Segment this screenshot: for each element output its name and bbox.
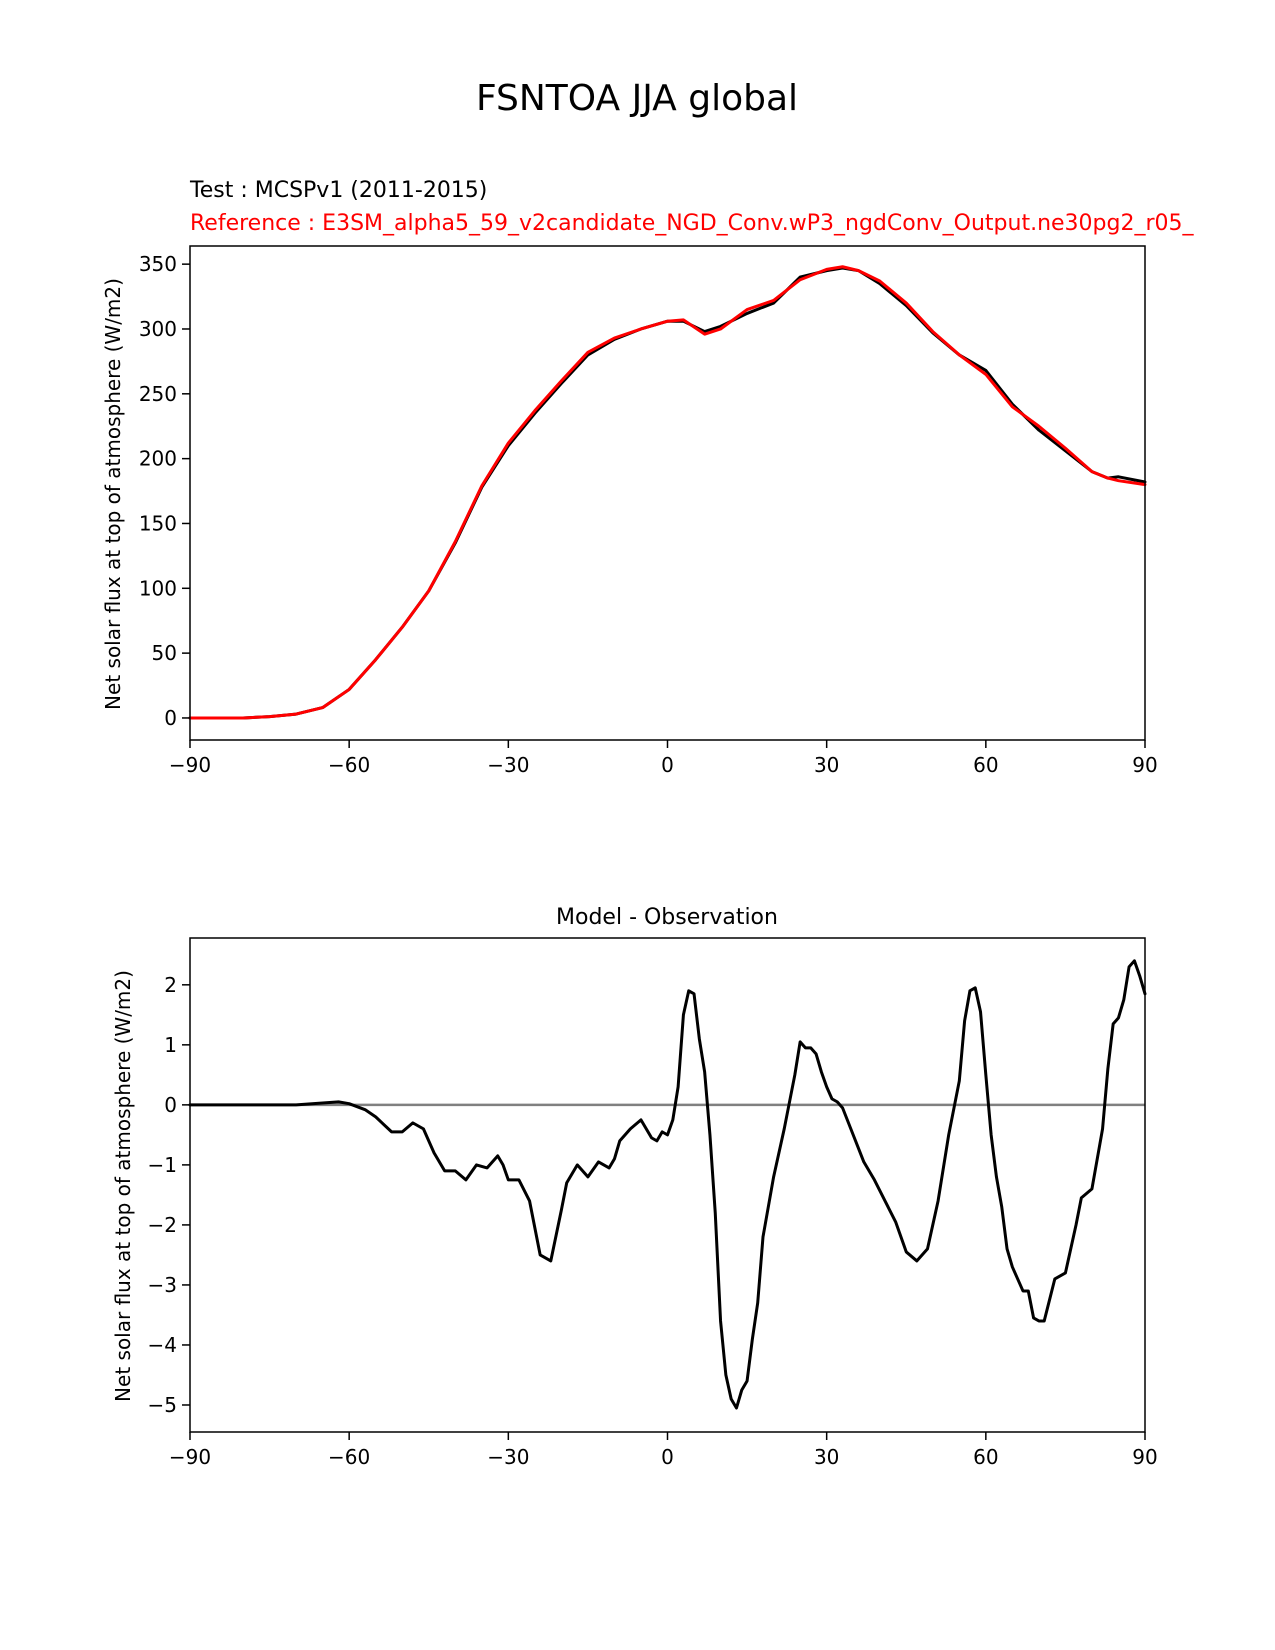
x-tick-label: 90 [1132,753,1157,777]
x-tick-label: −60 [328,1445,370,1469]
y-tick-label: −2 [148,1213,177,1237]
x-tick-label: 0 [661,753,674,777]
bottom-plot-area: −90 −60 −30 0 30 60 90 2 1 0 −1 −2 −3 −4 −5 [148,937,1158,1469]
y-tick-label: −3 [148,1273,177,1297]
series-line-model-observation [188,959,1147,1410]
bottom-y-axis-label: Net solar flux at top of atmosphere (W/m… [111,970,135,1402]
plot-frame [189,937,1146,1433]
x-tick-label: −30 [487,1445,529,1469]
y-tick-label: 350 [139,252,177,276]
y-tick-label: 0 [164,1093,177,1117]
x-tick-label: 60 [973,1445,998,1469]
x-tick-label: 0 [661,1445,674,1469]
x-tick-label: −60 [328,753,370,777]
y-tick-label: 2 [164,973,177,997]
top-y-axis-label: Net solar flux at top of atmosphere (W/m… [101,278,125,710]
series-line-reference [188,265,1147,720]
x-tick-label: 90 [1132,1445,1157,1469]
y-tick-label: 0 [164,706,177,730]
y-tick-label: 200 [139,447,177,471]
x-tick-label: −90 [169,753,211,777]
reference-subtitle: Reference : E3SM_alpha5_59_v2candidate_N… [190,211,1195,236]
test-subtitle: Test : MCSPv1 (2011-2015) [189,178,487,203]
x-tick-label: 30 [814,753,839,777]
y-tick-label: 50 [152,641,177,665]
top-panel: Test : MCSPv1 (2011-2015) Reference : E3… [101,178,1195,777]
y-tick-label: 150 [139,511,177,535]
y-tick-label: −4 [148,1333,177,1357]
y-tick-label: −1 [148,1153,177,1177]
top-plot-area: −90 −60 −30 0 30 60 90 0 50 100 150 200 250 300 350 [139,245,1158,777]
y-tick-label: 1 [164,1033,177,1057]
series-line-test [188,266,1147,720]
x-tick-label: 30 [814,1445,839,1469]
bottom-panel-title: Model - Observation [556,905,778,930]
y-tick-label: 100 [139,576,177,600]
x-tick-label: 60 [973,753,998,777]
x-tick-label: −90 [169,1445,211,1469]
figure-title: FSNTOA JJA global [476,78,798,119]
y-tick-label: 300 [139,317,177,341]
bottom-panel: Model - Observation Net solar flux at to… [111,905,1158,1469]
x-tick-label: −30 [487,753,529,777]
y-tick-label: 250 [139,382,177,406]
y-tick-label: −5 [148,1393,177,1417]
